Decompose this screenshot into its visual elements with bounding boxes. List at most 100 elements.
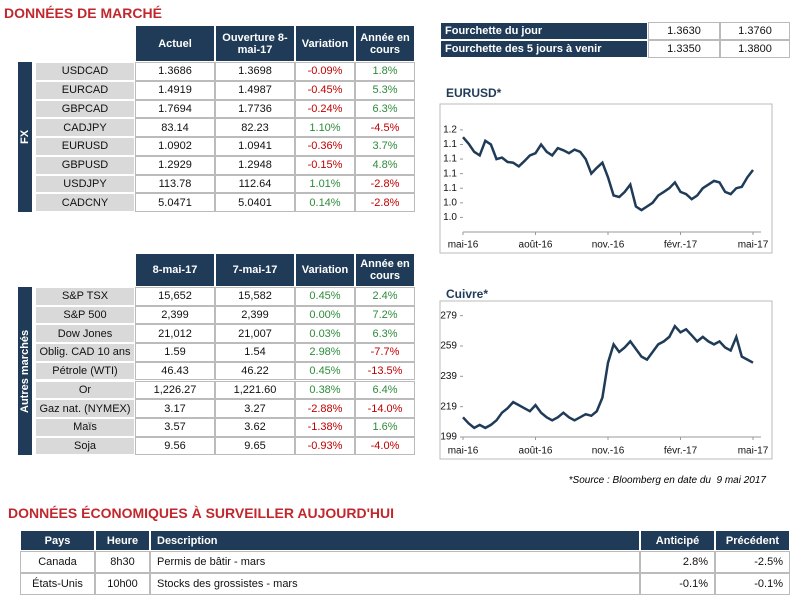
table-cell: 1.54 <box>215 343 295 362</box>
table-cell: 1.4987 <box>215 80 295 100</box>
table-cell: 1.6% <box>355 417 415 437</box>
table-cell: 0.00% <box>295 305 355 325</box>
table-cell: 0.03% <box>295 324 355 344</box>
x-tick-label: mai-17 <box>738 240 769 251</box>
table-cell: 82.23 <box>215 118 295 137</box>
table-cell: -0.1% <box>640 573 715 595</box>
y-tick-label: 1.1 <box>443 154 457 165</box>
column-header: Description <box>150 530 640 551</box>
column-header: Variation <box>295 25 355 62</box>
table-cell: 1.4919 <box>135 80 215 100</box>
y-tick-label: 239 <box>440 371 457 382</box>
table-cell: -13.5% <box>355 361 415 381</box>
table-cell: 0.14% <box>295 193 355 212</box>
table-cell: 46.43 <box>135 361 215 381</box>
table-cell: 0.45% <box>295 361 355 381</box>
row-label: Dow Jones <box>35 324 135 344</box>
table-cell: -0.93% <box>295 436 355 456</box>
row-label: Gaz nat. (NYMEX) <box>35 399 135 418</box>
table-cell: 1.8% <box>355 62 415 81</box>
row-label: GBPUSD <box>35 155 135 175</box>
column-header: Heure <box>95 530 150 551</box>
column-header: Actuel <box>135 25 215 62</box>
row-label: EURUSD <box>35 137 135 156</box>
table-cell: 1.01% <box>295 174 355 194</box>
table-cell: 1.2948 <box>215 155 295 175</box>
table-cell: 0.45% <box>295 287 355 306</box>
table-cell: -0.24% <box>295 99 355 119</box>
y-tick-label: 279 <box>440 310 457 321</box>
table-cell: 21,007 <box>215 324 295 344</box>
row-label: CADJPY <box>35 118 135 137</box>
chart-title: Cuivre* <box>446 287 489 301</box>
column-header: Variation <box>295 253 355 287</box>
table-cell: 3.27 <box>215 399 295 418</box>
table-cell: 7.2% <box>355 305 415 325</box>
x-tick-label: août-16 <box>519 240 553 251</box>
table-cell: 3.62 <box>215 417 295 437</box>
y-tick-label: 1.1 <box>443 168 457 179</box>
x-tick-label: févr.-17 <box>664 446 698 457</box>
row-label: Or <box>35 380 135 400</box>
table-cell: -14.0% <box>355 399 415 418</box>
table-cell: 15,582 <box>215 287 295 306</box>
chart-title: EURUSD* <box>446 86 502 100</box>
column-header: Anticipé <box>640 530 715 551</box>
table-cell: 46.22 <box>215 361 295 381</box>
table-cell: 1.3630 <box>648 22 720 40</box>
table-cell: -7.7% <box>355 343 415 362</box>
table-cell: 113.78 <box>135 174 215 194</box>
section-title: DONNÉES DE MARCHÉ <box>4 5 162 21</box>
x-tick-label: nov.-16 <box>592 446 625 457</box>
column-header: Année en cours <box>355 25 415 62</box>
table-cell: 6.3% <box>355 324 415 344</box>
table-cell: -4.0% <box>355 436 415 456</box>
line-series <box>462 136 754 212</box>
table-cell: -0.45% <box>295 80 355 100</box>
column-header: Pays <box>20 530 95 551</box>
table-cell: -2.8% <box>355 193 415 212</box>
table-cell: 2,399 <box>215 305 295 325</box>
table-cell: -0.15% <box>295 155 355 175</box>
table-cell: 1.3350 <box>648 40 720 58</box>
table-cell: 1.3800 <box>720 40 790 58</box>
x-tick-label: mai-17 <box>738 446 769 457</box>
table-cell: 5.3% <box>355 80 415 100</box>
column-header: Ouverture 8-mai-17 <box>215 25 295 62</box>
table-cell: 9.56 <box>135 436 215 456</box>
column-header: Année en cours <box>355 253 415 287</box>
x-tick-label: nov.-16 <box>592 240 625 251</box>
table-cell: 3.17 <box>135 399 215 418</box>
y-tick-label: 1.2 <box>443 125 457 136</box>
table-cell: 1.7736 <box>215 99 295 119</box>
column-header: Précédent <box>715 530 790 551</box>
row-label: USDJPY <box>35 174 135 194</box>
table-cell: États-Unis <box>20 573 95 595</box>
row-label: S&P 500 <box>35 305 135 325</box>
table-cell: 1.3698 <box>215 62 295 81</box>
x-tick-label: févr.-17 <box>664 240 698 251</box>
table-cell: Canada <box>20 551 95 573</box>
table-cell: 1,226.27 <box>135 380 215 400</box>
table-cell: Stocks des grossistes - mars <box>150 573 640 595</box>
y-tick-label: 1.1 <box>443 139 457 150</box>
x-tick-label: août-16 <box>519 446 553 457</box>
table-cell: 1.59 <box>135 343 215 362</box>
table-cell: 6.4% <box>355 380 415 400</box>
table-cell: 2.4% <box>355 287 415 306</box>
x-tick-label: mai-16 <box>448 240 479 251</box>
column-header: 8-mai-17 <box>135 253 215 287</box>
table-cell: 9.65 <box>215 436 295 456</box>
row-label: Soja <box>35 436 135 456</box>
table-cell: -0.1% <box>715 573 790 595</box>
chart-frame <box>439 300 773 460</box>
row-label: S&P TSX <box>35 287 135 306</box>
table-cell: 1,221.60 <box>215 380 295 400</box>
table-cell: 112.64 <box>215 174 295 194</box>
row-label: Fourchette des 5 jours à venir <box>440 40 648 58</box>
table-cell: 8h30 <box>95 551 150 573</box>
table-cell: -1.38% <box>295 417 355 437</box>
row-label: Pétrole (WTI) <box>35 361 135 381</box>
